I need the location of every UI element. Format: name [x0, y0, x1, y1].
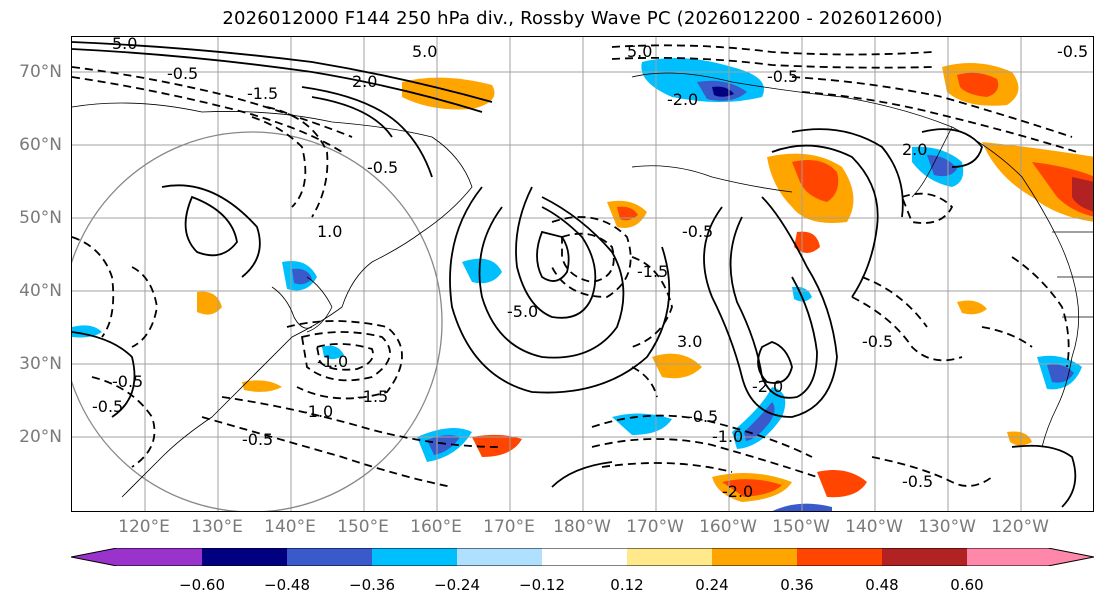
contour-label: 5.0	[412, 42, 437, 61]
contour-label: -0.5	[367, 158, 398, 177]
lat-label-20n: 20°N	[19, 427, 62, 447]
lon-label-160w: 160°W	[699, 517, 757, 537]
lon-label-130e: 130°E	[191, 517, 243, 537]
contour-label: -1.5	[247, 84, 278, 103]
contour-label: -1.0	[712, 427, 743, 446]
contour-label: -1.5	[357, 387, 388, 406]
contour-label: -0.5	[1057, 42, 1088, 61]
lon-label-120e: 120°E	[118, 517, 170, 537]
contour-label: -0.5	[902, 472, 933, 491]
contour-label: 3.0	[677, 332, 702, 351]
colorbar-extend-low	[71, 548, 117, 566]
colorbar-tick: 0.12	[610, 576, 644, 594]
lon-label-180w: 180°W	[553, 517, 611, 537]
colorbar-segment	[117, 548, 203, 566]
lat-label-50n: 50°N	[19, 208, 62, 228]
colorbar-tick: −0.60	[179, 576, 225, 594]
contour-label: -0.5	[862, 332, 893, 351]
contour-label: -2.0	[667, 90, 698, 109]
colorbar-tick: −0.12	[519, 576, 565, 594]
lon-label-170w: 170°W	[626, 517, 684, 537]
lon-label-120w: 120°W	[991, 517, 1049, 537]
colorbar-tick: −0.24	[434, 576, 480, 594]
contour-label: 2.0	[902, 140, 927, 159]
contour-label: -0.5	[167, 64, 198, 83]
contour-labels: 5.0 -0.5 -1.5 2.0 -0.5 1.0 -0.5 -5.0 -1.…	[92, 37, 1088, 501]
colorbar	[71, 548, 1094, 566]
contour-label: -0.5	[242, 430, 273, 449]
colorbar-segment	[457, 548, 543, 566]
colorbar-tick: 0.48	[865, 576, 899, 594]
lat-label-60n: 60°N	[19, 135, 62, 155]
contour-label: -0.5	[112, 372, 143, 391]
colorbar-segment	[712, 548, 798, 566]
lat-label-30n: 30°N	[19, 354, 62, 374]
contour-label: 2.0	[352, 72, 377, 91]
colorbar-segment	[797, 548, 883, 566]
colorbar-segment	[967, 548, 1049, 566]
contour-label: -0.5	[687, 407, 718, 426]
map-title: 2026012000 F144 250 hPa div., Rossby Wav…	[222, 8, 943, 29]
lat-label-70n: 70°N	[19, 62, 62, 82]
contour-label: -0.5	[682, 222, 713, 241]
lon-label-170e: 170°E	[483, 517, 535, 537]
lon-label-140w: 140°W	[845, 517, 903, 537]
colorbar-segment	[882, 548, 968, 566]
contour-label: -0.5	[767, 67, 798, 86]
colorbar-segment	[287, 548, 373, 566]
map-panel: 5.0 -0.5 -1.5 2.0 -0.5 1.0 -0.5 -5.0 -1.…	[71, 36, 1094, 512]
colorbar-tick: 0.24	[695, 576, 729, 594]
colorbar-segment	[542, 548, 628, 566]
map-canvas: 5.0 -0.5 -1.5 2.0 -0.5 1.0 -0.5 -5.0 -1.…	[72, 37, 1093, 511]
contour-lines	[72, 41, 1078, 508]
lon-label-150w: 150°W	[772, 517, 830, 537]
contour-label: 5.0	[112, 37, 137, 53]
colorbar-segment	[372, 548, 458, 566]
lat-label-40n: 40°N	[19, 281, 62, 301]
contour-label: -5.0	[507, 302, 538, 321]
contour-label: -1.5	[637, 262, 668, 281]
contour-label: -2.0	[752, 377, 783, 396]
colorbar-segment	[202, 548, 288, 566]
lon-label-160e: 160°E	[410, 517, 462, 537]
contour-label: 1.0	[317, 222, 342, 241]
lon-label-150e: 150°E	[337, 517, 389, 537]
colorbar-segment	[627, 548, 713, 566]
graticule	[72, 37, 1093, 511]
colorbar-extend-high	[1048, 548, 1094, 566]
colorbar-tick: −0.36	[349, 576, 395, 594]
colorbar-tick: 0.36	[780, 576, 814, 594]
contour-label: -0.5	[92, 397, 123, 416]
lon-label-130w: 130°W	[918, 517, 976, 537]
colorbar-tick: 0.60	[950, 576, 984, 594]
contour-label: -1.0	[302, 402, 333, 421]
lon-label-140e: 140°E	[264, 517, 316, 537]
contour-label: 5.0	[627, 42, 652, 61]
colorbar-tick: −0.48	[264, 576, 310, 594]
coastlines	[72, 72, 1093, 498]
contour-label: -1.0	[317, 352, 348, 371]
contour-label: -2.0	[722, 482, 753, 501]
